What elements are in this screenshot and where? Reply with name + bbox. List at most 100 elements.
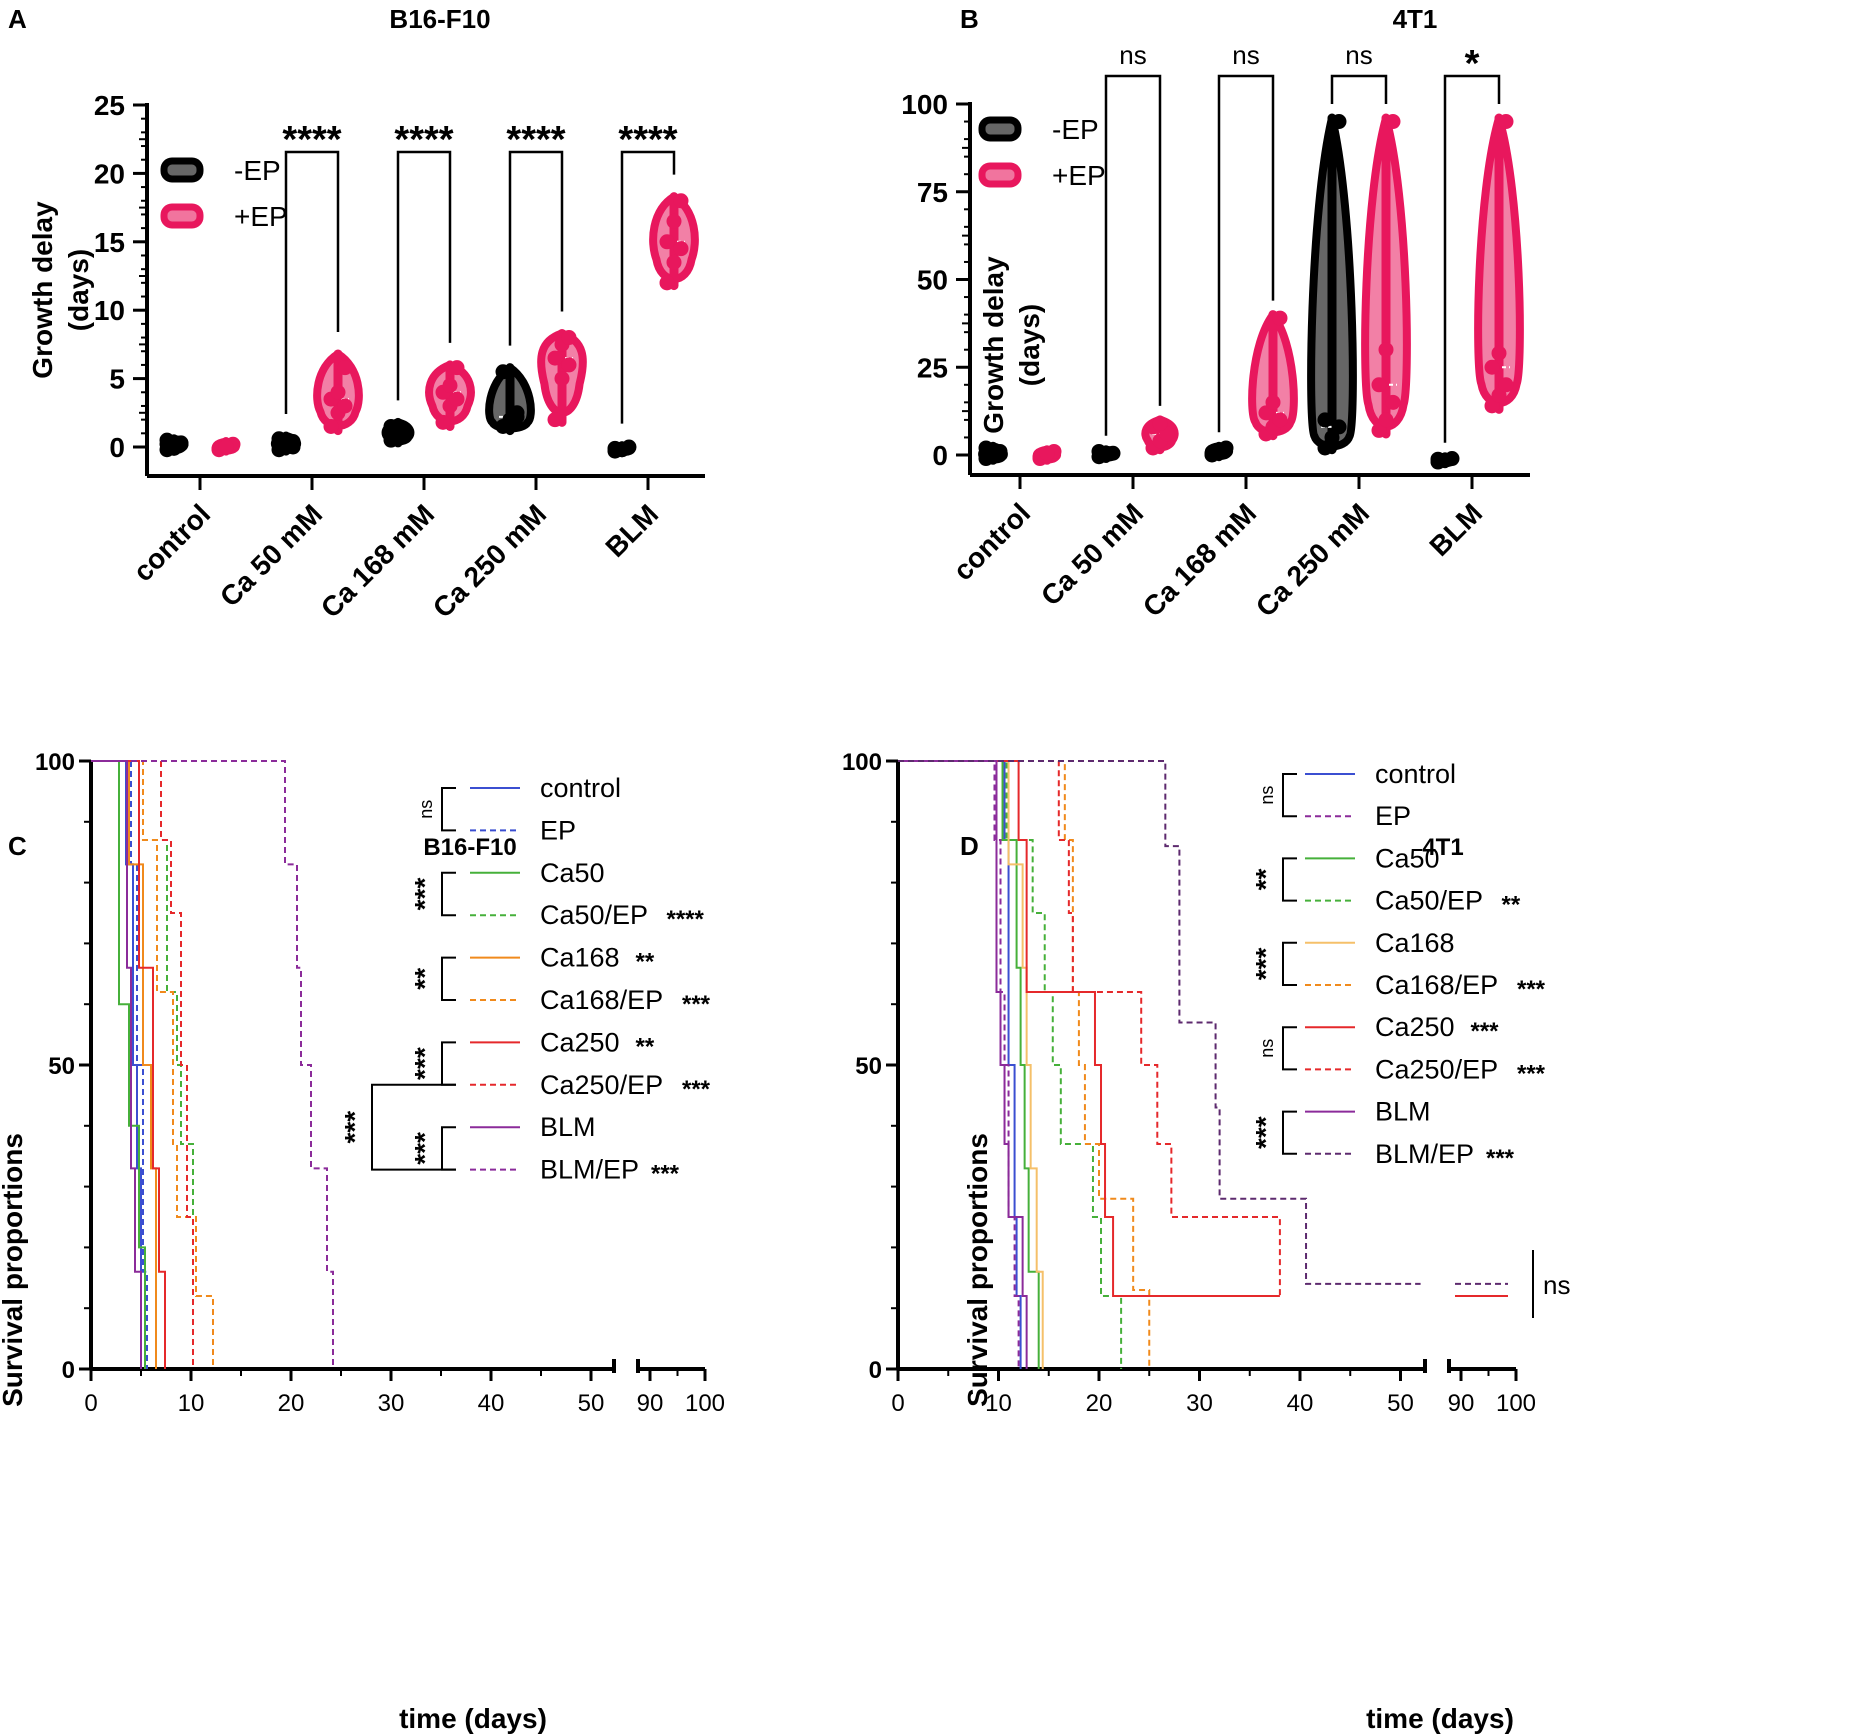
significance-label: ****: [394, 119, 453, 161]
data-point: [509, 409, 525, 425]
data-point: [1317, 412, 1333, 428]
legend-label-EP: EP: [540, 815, 576, 845]
significance-bracket: [508, 150, 564, 346]
survival-curve-Ca250/EP: [91, 760, 194, 1369]
tail-comparison-label: ns: [1543, 1270, 1570, 1300]
legend-stat-Ca168: **: [636, 949, 655, 976]
comparison-bracket: [1282, 1110, 1297, 1155]
comparison-bracket: [1282, 1026, 1297, 1071]
panel-c-survival-b16f10: C B16-F10 Survival proportions time (day…: [0, 749, 725, 1734]
data-point: [547, 350, 563, 366]
data-point: [442, 377, 458, 393]
data-point: [1152, 415, 1168, 431]
x-tick-label: 10: [178, 1390, 205, 1417]
data-point: [1258, 405, 1274, 421]
data-point: [337, 398, 353, 414]
data-point: [449, 360, 465, 376]
legend-label-+EP: +EP: [234, 201, 288, 232]
y-tick-label: 100: [35, 749, 75, 776]
x-tick-label: Ca 50 mM: [214, 498, 328, 612]
comparison-bracket: [441, 1126, 456, 1171]
comparison-bracket: [1282, 773, 1297, 818]
data-point: [1430, 451, 1446, 467]
legend-label-EP: EP: [1375, 801, 1411, 831]
panel-b-violin-4t1: B 4T1 Growth delay (days) 0 25 50 75 100 cont…: [901, 4, 1530, 623]
legend-label-BLM: BLM: [540, 1112, 596, 1142]
data-point: [1491, 345, 1507, 361]
comparison-label: ns: [1257, 786, 1277, 805]
panel-d-letter: D: [960, 831, 979, 861]
comparison-bracket: [371, 1083, 456, 1171]
comparison-label: ***: [409, 1047, 440, 1080]
y-tick-label: 50: [917, 265, 948, 296]
data-point: [1498, 377, 1514, 393]
data-point: [1484, 398, 1500, 414]
data-point: [1371, 377, 1387, 393]
panel-c-plot: 0 50 100 0 10 20 30 40 50 90 100 control EP Ca50 Ca50/…: [35, 749, 725, 1417]
panel-d-plot: 0 50 100 0 10 20 30 40 50 90 100 control EP Ca50 Ca50/…: [842, 749, 1571, 1417]
data-point: [173, 436, 189, 452]
data-point: [1272, 412, 1288, 428]
significance-label: ****: [618, 119, 677, 161]
data-point: [1491, 387, 1507, 403]
data-point: [1378, 412, 1394, 428]
comparison-label: ns: [416, 800, 436, 819]
comparison-label: **: [1250, 869, 1281, 891]
data-point: [1159, 426, 1175, 442]
data-point: [1039, 445, 1055, 461]
data-point: [985, 449, 1001, 465]
significance-bracket: [1104, 74, 1162, 436]
significance-label: ns: [1232, 40, 1259, 70]
data-point: [1444, 451, 1460, 467]
survival-curve-Ca168: [898, 760, 1044, 1369]
data-point: [1218, 440, 1234, 456]
data-point: [383, 418, 399, 434]
significance-bracket: [620, 150, 676, 424]
data-point: [547, 412, 563, 428]
significance-bracket: [1443, 74, 1501, 443]
survival-curve-Ca250: [898, 760, 1280, 1298]
x-tick-label: 20: [278, 1390, 305, 1417]
survival-curve-BLM/EP: [898, 760, 1421, 1285]
x-tick-label: 50: [578, 1390, 605, 1417]
data-point: [323, 418, 339, 434]
panel-a-letter: A: [8, 4, 27, 34]
x-tick-label: Ca 168 mM: [315, 498, 440, 623]
comparison-label: ns: [1257, 1039, 1277, 1058]
data-point: [659, 275, 675, 291]
panel-b-ylabel-line2: (days): [1014, 304, 1045, 386]
data-point: [1265, 394, 1281, 410]
x-tick-label: control: [947, 497, 1036, 586]
x-tick-label: 0: [891, 1390, 904, 1417]
x-tick-label: 90: [637, 1390, 664, 1417]
x-tick-label: 100: [1496, 1390, 1536, 1417]
legend-label-Ca168: Ca168: [1375, 928, 1455, 958]
legend-label-+EP: +EP: [1052, 160, 1106, 191]
legend-stat-BLM/EP: ***: [651, 1161, 680, 1188]
legend-stat-Ca50/EP: ****: [667, 906, 705, 933]
panel-b-letter: B: [960, 4, 979, 34]
data-point: [1378, 342, 1394, 358]
comparison-bracket: [1282, 941, 1297, 986]
panel-a-ylabel-line2: (days): [63, 249, 94, 331]
data-point: [1385, 394, 1401, 410]
comparison-label: ***: [1250, 1116, 1281, 1149]
data-point: [218, 439, 234, 455]
x-tick-label: 40: [1287, 1390, 1314, 1417]
legend-stat-Ca250/EP: ***: [1517, 1060, 1546, 1087]
comparison-bracket: [441, 787, 456, 832]
y-tick-label: 15: [94, 227, 125, 258]
panel-b-ylabel-line1: Growth delay: [978, 256, 1009, 434]
data-point: [673, 193, 689, 209]
panel-b-title: 4T1: [1393, 4, 1438, 34]
data-point: [1331, 419, 1347, 435]
data-point: [666, 213, 682, 229]
survival-curve-Ca168/EP: [91, 760, 214, 1369]
legend-label-Ca250: Ca250: [540, 1027, 620, 1057]
legend-stat-Ca250/EP: ***: [682, 1076, 711, 1103]
legend-swatch--EP: [160, 157, 204, 183]
y-tick-label: 0: [932, 440, 948, 471]
comparison-bracket: [441, 1041, 456, 1086]
legend-label-Ca250/EP: Ca250/EP: [1375, 1054, 1498, 1084]
legend-label-BLM/EP: BLM/EP: [1375, 1139, 1474, 1169]
